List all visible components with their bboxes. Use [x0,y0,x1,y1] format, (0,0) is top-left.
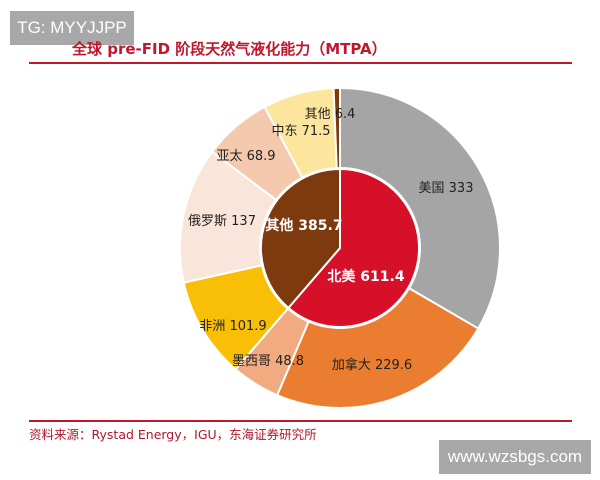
watermark-bottom: www.wzsbgs.com [439,440,591,474]
outer-label: 墨西哥 48.8 [232,354,304,369]
outer-label: 中东 71.5 [271,124,330,139]
outer-label: 俄罗斯 137 [188,214,256,229]
inner-label: 北美 611.4 [327,268,404,285]
outer-label: 加拿大 229.6 [332,357,412,373]
inner-slice [260,167,341,310]
inner-slice [287,167,420,328]
outer-label: 其他 6.4 [305,107,356,122]
outer-label: 美国 333 [419,181,474,196]
chart-title: 全球 pre-FID 阶段天然气液化能力（MTPA） [72,40,387,58]
watermark-top: TG: MYYJJPP [10,11,134,45]
source-note: 资料来源：Rystad Energy，IGU，东海证券研究所 [29,427,317,442]
inner-label: 其他 385.7 [265,217,342,234]
outer-label: 亚太 68.9 [216,149,275,164]
source-rule [29,420,572,422]
title-rule [29,62,572,64]
outer-label: 非洲 101.9 [199,319,266,334]
